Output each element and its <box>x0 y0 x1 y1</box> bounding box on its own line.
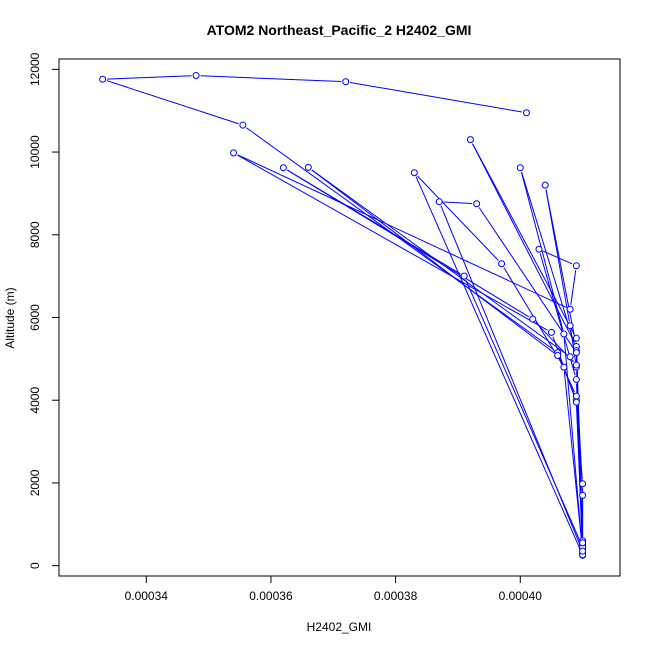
series-segment <box>443 201 473 205</box>
series-segment <box>440 205 582 548</box>
series-segment <box>520 172 564 330</box>
data-point <box>239 121 247 129</box>
data-point <box>498 260 506 268</box>
y-axis: 0 2000 4000 6000 8000 10000 12000 <box>28 52 59 569</box>
series-segment <box>545 189 577 343</box>
series-segment <box>311 169 555 354</box>
y-tick-label: 12000 <box>28 52 42 86</box>
data-point <box>579 480 587 488</box>
data-point <box>579 491 587 499</box>
series-segment <box>286 169 530 318</box>
x-tick-label: 0.00040 <box>499 589 543 603</box>
y-tick-label: 10000 <box>28 135 42 169</box>
data-point <box>435 198 443 206</box>
data-point <box>566 305 574 313</box>
data-point <box>579 547 587 555</box>
series-segment <box>415 176 582 551</box>
data-point <box>529 315 537 323</box>
data-point <box>342 78 350 86</box>
series-segment <box>563 371 583 547</box>
series-segment <box>570 270 577 305</box>
data-point <box>572 262 580 270</box>
data-point <box>466 136 474 144</box>
series-segment <box>576 400 583 551</box>
series-segment <box>106 80 239 125</box>
y-tick-label: 4000 <box>28 387 42 414</box>
data-point <box>572 334 580 342</box>
data-point <box>547 328 555 336</box>
data-point <box>572 349 580 357</box>
series <box>99 72 587 559</box>
x-tick-label: 0.00034 <box>125 589 169 603</box>
series-segment <box>572 360 575 362</box>
data-point <box>541 181 549 189</box>
data-point <box>473 200 481 208</box>
series-segment <box>576 357 583 539</box>
y-tick-label: 0 <box>28 562 42 569</box>
data-point <box>99 75 107 83</box>
chart-title: ATOM2 Northeast_Pacific_2 H2402_GMI <box>207 22 472 38</box>
data-point <box>560 363 568 371</box>
y-tick-label: 8000 <box>28 221 42 248</box>
data-point <box>460 272 468 280</box>
data-point <box>192 72 200 80</box>
data-point <box>230 149 238 157</box>
data-point <box>572 376 580 384</box>
data-point <box>572 361 580 369</box>
series-segment <box>472 143 575 335</box>
series-segment <box>503 267 563 364</box>
data-point <box>579 539 587 547</box>
x-tick-label: 0.00038 <box>374 589 418 603</box>
data-point <box>560 330 568 338</box>
data-point <box>572 398 580 406</box>
data-point <box>566 322 574 330</box>
series-segment <box>417 175 499 261</box>
data-point <box>554 352 562 360</box>
y-tick-label: 6000 <box>28 304 42 331</box>
series-segment <box>237 154 548 331</box>
x-axis: 0.00034 0.00036 0.00038 0.00040 <box>125 576 543 603</box>
series-segment <box>542 250 573 265</box>
data-point <box>572 392 580 400</box>
series-segment <box>521 171 576 347</box>
series-segment <box>350 82 523 113</box>
series-segment <box>311 169 567 355</box>
series-segment <box>478 207 575 350</box>
data-point <box>304 163 312 171</box>
data-point <box>410 169 418 177</box>
data-point <box>523 109 530 117</box>
data-point <box>535 245 543 253</box>
x-tick-label: 0.00036 <box>249 589 293 603</box>
y-axis-label: Altitude (m) <box>3 287 17 348</box>
data-point <box>279 164 287 172</box>
series-layer <box>99 72 587 559</box>
series-segment <box>237 154 567 308</box>
y-tick-label: 2000 <box>28 469 42 496</box>
series-segment <box>107 75 192 80</box>
x-axis-label: H2402_GMI <box>307 620 372 634</box>
data-point <box>516 164 524 172</box>
data-point <box>566 353 574 361</box>
series-segment <box>200 75 342 83</box>
